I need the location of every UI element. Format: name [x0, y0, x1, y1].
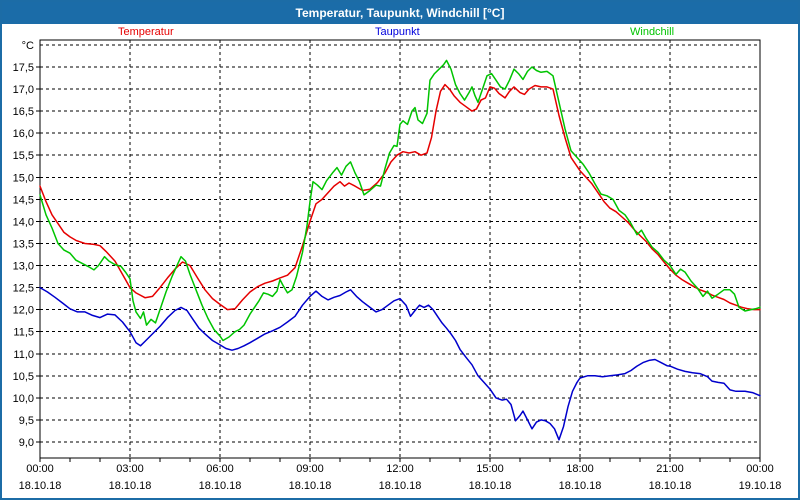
y-tick-label: 17,0	[13, 84, 34, 96]
y-tick-label: 10,0	[13, 393, 34, 405]
x-tick-time-label: 18:00	[566, 463, 594, 475]
y-tick-label: 9,0	[19, 437, 34, 449]
x-tick-time-label: 06:00	[206, 463, 234, 475]
x-tick-date-label: 19.10.18	[739, 480, 782, 492]
y-tick-label: 14,5	[13, 194, 34, 206]
window-title: Temperatur, Taupunkt, Windchill [°C]	[295, 6, 505, 20]
x-tick-date-label: 18.10.18	[19, 480, 62, 492]
x-tick-time-label: 12:00	[386, 463, 414, 475]
x-tick-time-label: 00:00	[746, 463, 774, 475]
legend-item-windchill: Windchill	[630, 26, 675, 38]
x-tick-date-label: 18.10.18	[109, 480, 152, 492]
y-tick-label: 14,0	[13, 216, 34, 228]
x-tick-date-label: 18.10.18	[199, 480, 242, 492]
y-tick-label: 12,5	[13, 283, 34, 295]
y-tick-label: 13,5	[13, 238, 34, 250]
x-tick-time-label: 21:00	[656, 463, 684, 475]
y-tick-label: 13,0	[13, 261, 34, 273]
x-tick-date-label: 18.10.18	[559, 480, 602, 492]
y-tick-label: 11,0	[13, 349, 34, 361]
y-tick-label: 15,0	[13, 172, 34, 184]
y-tick-label: 12,0	[13, 305, 34, 317]
x-tick-date-label: 18.10.18	[379, 480, 422, 492]
x-tick-date-label: 18.10.18	[469, 480, 512, 492]
x-tick-time-label: 09:00	[296, 463, 324, 475]
x-tick-date-label: 18.10.18	[289, 480, 332, 492]
y-tick-label: 9,5	[19, 415, 34, 427]
series-line-taupunkt	[39, 286, 761, 441]
y-tick-label: 16,5	[13, 106, 34, 118]
x-tick-date-label: 18.10.18	[649, 480, 692, 492]
y-tick-label: 16,0	[13, 128, 34, 140]
x-tick-time-label: 03:00	[116, 463, 144, 475]
y-tick-label: 15,5	[13, 150, 34, 162]
legend-item-temperatur: Temperatur	[118, 26, 174, 38]
x-tick-time-label: 15:00	[476, 463, 504, 475]
window-titlebar: Temperatur, Taupunkt, Windchill [°C]	[2, 2, 798, 24]
y-tick-label: 11,5	[13, 327, 34, 339]
x-tick-time-label: 00:00	[26, 463, 54, 475]
y-tick-label: 17,5	[13, 62, 34, 74]
series-line-temperatur	[39, 83, 761, 311]
series-line-windchill	[39, 59, 761, 342]
legend-item-taupunkt: Taupunkt	[375, 26, 420, 38]
y-axis-unit-label: °C	[22, 40, 34, 52]
y-tick-label: 10,5	[13, 371, 34, 383]
